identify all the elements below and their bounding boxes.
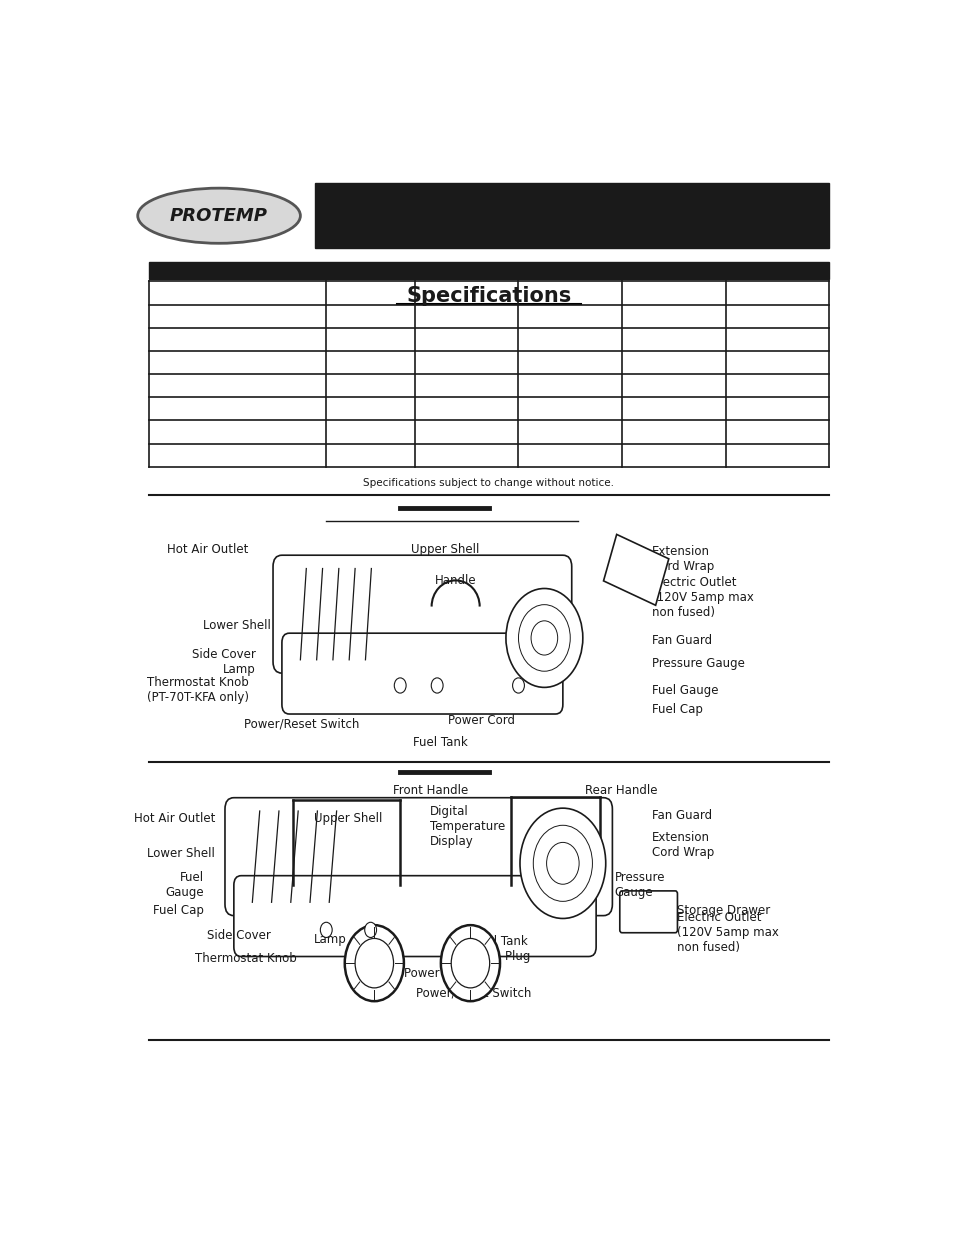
Text: Pressure
Gauge: Pressure Gauge — [614, 871, 664, 899]
Polygon shape — [603, 535, 668, 605]
Text: Side Cover: Side Cover — [207, 929, 271, 942]
Circle shape — [364, 923, 376, 937]
Text: Electric Outlet
(120V 5amp max
non fused): Electric Outlet (120V 5amp max non fused… — [651, 576, 753, 619]
Circle shape — [517, 605, 570, 672]
Circle shape — [320, 923, 332, 937]
Text: Extension
Cord Wrap: Extension Cord Wrap — [651, 545, 713, 573]
Text: Hot Air Outlet: Hot Air Outlet — [167, 543, 249, 556]
Text: Hot Air Outlet: Hot Air Outlet — [133, 813, 215, 825]
Text: Lower Shell: Lower Shell — [148, 847, 215, 861]
Text: Fuel Cap: Fuel Cap — [153, 904, 204, 918]
Text: Thermostat Knob
(PT-70T-KFA only): Thermostat Knob (PT-70T-KFA only) — [147, 677, 249, 704]
Text: Side Cover
Lamp: Side Cover Lamp — [192, 647, 255, 676]
Text: Power/Reset Switch: Power/Reset Switch — [416, 986, 531, 999]
Circle shape — [440, 925, 499, 1002]
Text: Upper Shell: Upper Shell — [411, 543, 479, 556]
Circle shape — [451, 939, 489, 988]
Circle shape — [533, 825, 592, 902]
Text: Electric Outlet
(120V 5amp max
non fused): Electric Outlet (120V 5amp max non fused… — [677, 911, 779, 955]
Text: Thermostat Knob: Thermostat Knob — [194, 952, 296, 965]
FancyBboxPatch shape — [282, 634, 562, 714]
Circle shape — [394, 678, 406, 693]
FancyBboxPatch shape — [233, 876, 596, 957]
Circle shape — [344, 925, 403, 1002]
FancyBboxPatch shape — [225, 798, 612, 915]
Text: Fuel Tank
Drain Plug: Fuel Tank Drain Plug — [469, 935, 530, 963]
Text: Power/Reset Switch: Power/Reset Switch — [244, 718, 359, 730]
Text: Lower Shell: Lower Shell — [203, 619, 271, 632]
Text: Specifications: Specifications — [406, 285, 571, 305]
Circle shape — [519, 808, 605, 919]
Text: Front Handle: Front Handle — [393, 783, 468, 797]
Text: Fan Guard: Fan Guard — [651, 635, 711, 647]
Circle shape — [546, 842, 578, 884]
Text: Storage Drawer: Storage Drawer — [677, 904, 770, 918]
Bar — [149, 262, 828, 279]
Text: Pressure Gauge: Pressure Gauge — [651, 657, 743, 671]
Text: Specifications subject to change without notice.: Specifications subject to change without… — [363, 478, 614, 488]
Text: Power Cord: Power Cord — [448, 714, 515, 727]
Text: Fuel Cap: Fuel Cap — [651, 703, 701, 716]
Circle shape — [355, 939, 394, 988]
Circle shape — [512, 678, 524, 693]
Circle shape — [531, 621, 558, 655]
Text: Extension
Cord Wrap: Extension Cord Wrap — [651, 831, 713, 860]
Text: Upper Shell: Upper Shell — [314, 813, 382, 825]
Text: Handle: Handle — [435, 574, 476, 588]
FancyBboxPatch shape — [619, 890, 677, 932]
Text: PROTEMP: PROTEMP — [170, 206, 268, 225]
Circle shape — [505, 589, 582, 688]
Text: Fuel
Gauge: Fuel Gauge — [166, 871, 204, 899]
Text: Lamp: Lamp — [314, 932, 346, 946]
Bar — [314, 183, 828, 248]
Circle shape — [431, 678, 442, 693]
Text: Digital
Temperature
Display: Digital Temperature Display — [429, 805, 504, 847]
Text: Rear Handle: Rear Handle — [584, 783, 657, 797]
FancyBboxPatch shape — [273, 556, 571, 673]
Text: Fuel Tank: Fuel Tank — [413, 736, 468, 750]
Text: Fan Guard: Fan Guard — [651, 809, 711, 823]
Text: Fuel Gauge: Fuel Gauge — [651, 684, 718, 697]
Text: Power Cord: Power Cord — [403, 967, 470, 981]
Ellipse shape — [137, 188, 300, 243]
